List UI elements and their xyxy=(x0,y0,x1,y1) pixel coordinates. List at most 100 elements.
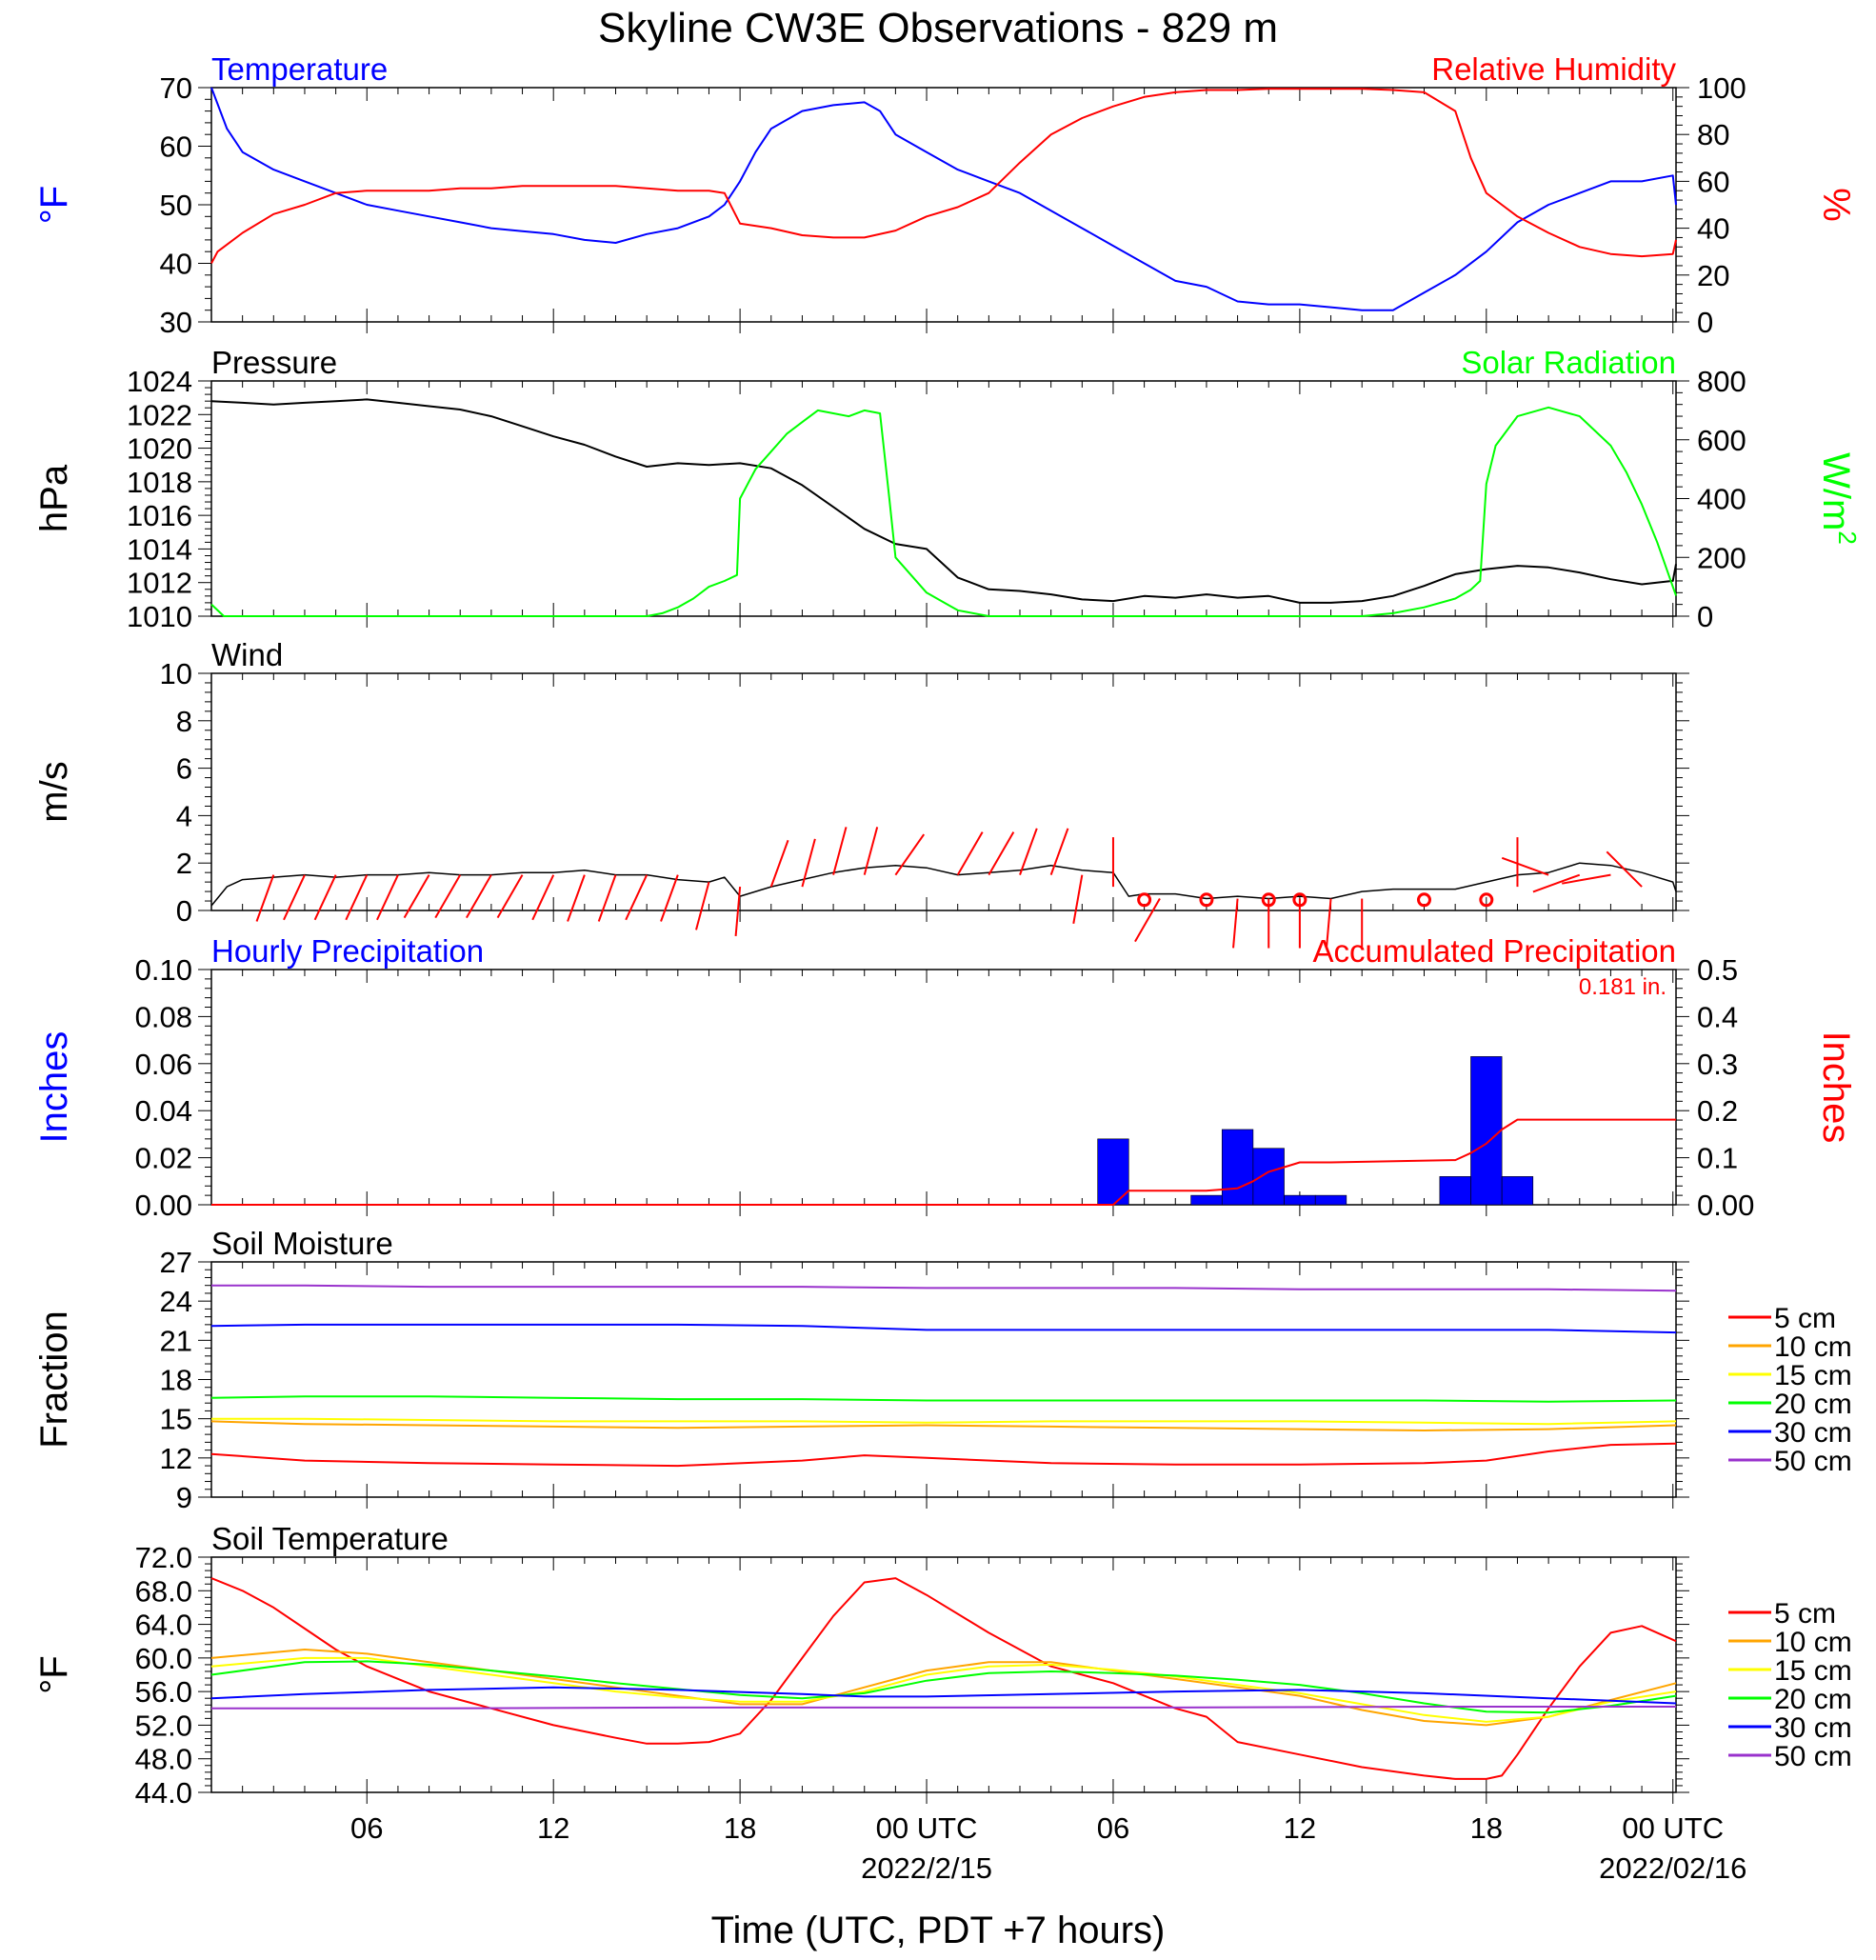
wind-barb xyxy=(1049,828,1069,875)
panel-frame xyxy=(210,672,1677,911)
y-tick-label-left: 1024 xyxy=(127,365,192,398)
y-tick-label-left: 15 xyxy=(160,1403,192,1436)
wind-barb xyxy=(255,874,275,922)
y-tick-label-left: 1016 xyxy=(127,499,192,532)
figure-title: Skyline CW3E Observations - 829 m xyxy=(598,5,1278,51)
y-tick-label-left: 12 xyxy=(160,1442,192,1475)
calm-wind-marker xyxy=(1261,892,1276,908)
wind-barb xyxy=(988,831,1015,876)
series-line-5-cm xyxy=(210,1577,1677,1780)
y-tick-label-right: 400 xyxy=(1697,483,1746,516)
calm-wind-marker xyxy=(1417,892,1432,908)
accumulated-total-label: 0.181 in. xyxy=(1579,974,1666,1000)
series-line-10-cm xyxy=(210,1420,1677,1431)
y-axis-label-left: Fraction xyxy=(33,1310,75,1449)
panel-title-left: Pressure xyxy=(211,345,337,380)
series-line-15-cm xyxy=(210,1656,1677,1723)
wind-barb xyxy=(434,874,462,919)
legend-label: 10 cm xyxy=(1774,1331,1852,1363)
panel-title-left: Wind xyxy=(211,637,283,672)
y-axis-label-left: °F xyxy=(33,1655,75,1693)
wind-barb xyxy=(1019,828,1038,875)
wind-barb xyxy=(1232,898,1239,949)
y-tick-label-left: 18 xyxy=(160,1364,192,1397)
y-axis-label-left: hPa xyxy=(33,464,75,532)
calm-wind-marker xyxy=(1137,892,1152,908)
panel-1: 30 40 50 60 70 0 20 40 60 80 100 Temperature Relativ… xyxy=(33,51,1857,339)
y-tick-label-left: 9 xyxy=(176,1481,192,1514)
y-tick-label-left: 44.0 xyxy=(135,1776,192,1810)
y-tick-label-left: 70 xyxy=(160,71,192,105)
y-tick-label-left: 10 xyxy=(160,657,192,690)
wind-barb xyxy=(832,827,848,875)
wind-barb xyxy=(1134,898,1161,943)
series-line-50-cm xyxy=(211,1284,1677,1292)
y-tick-label-right: 0.3 xyxy=(1697,1048,1738,1081)
wind-barb xyxy=(531,874,555,921)
y-axis-label-left: Inches xyxy=(33,1031,75,1144)
y-tick-label-left: 40 xyxy=(160,248,192,281)
legend-label: 5 cm xyxy=(1774,1598,1836,1630)
y-tick-label-right: 0 xyxy=(1697,600,1713,633)
precip-bar xyxy=(1252,1148,1285,1206)
y-tick-label-right: 200 xyxy=(1697,541,1746,574)
y-tick-label-right: 60 xyxy=(1697,165,1729,198)
x-tick-label: 00 UTC xyxy=(1622,1811,1724,1845)
legend-label: 15 cm xyxy=(1774,1655,1852,1687)
precip-bar xyxy=(1221,1129,1254,1206)
legend-label: 20 cm xyxy=(1774,1389,1852,1420)
precip-bar xyxy=(1439,1176,1471,1206)
wind-barb xyxy=(1326,898,1332,949)
wind-barb xyxy=(1532,873,1581,893)
y-tick-label-left: 0.10 xyxy=(135,953,192,987)
wind-barb xyxy=(956,831,984,876)
y-tick-label-left: 52.0 xyxy=(135,1709,192,1742)
wind-barb xyxy=(496,874,524,919)
panel-4: 0.00 0.02 0.04 0.06 0.08 0.10 0.00 0.1 0.2 0.3 0.4… xyxy=(33,933,1857,1222)
wind-barb xyxy=(894,833,926,876)
wind-barb xyxy=(1562,873,1611,885)
wind-barb xyxy=(625,874,649,921)
x-tick-date-label: 2022/02/16 xyxy=(1599,1851,1746,1885)
y-tick-label-left: 50 xyxy=(160,189,192,222)
panel-title-left: Soil Moisture xyxy=(211,1226,393,1261)
y-tick-label-left: 1020 xyxy=(127,432,192,466)
y-tick-label-right: 20 xyxy=(1697,259,1729,292)
x-tick-label: 18 xyxy=(1470,1811,1503,1845)
wind-barb xyxy=(403,874,430,919)
panel-3: 0 2 4 6 8 10 Wind m/s xyxy=(33,637,1689,949)
y-tick-label-left: 8 xyxy=(176,705,192,738)
y-tick-label-right: 40 xyxy=(1697,212,1729,246)
wind-barb xyxy=(283,874,306,921)
wind-barb xyxy=(695,881,710,930)
y-tick-label-left: 1018 xyxy=(127,466,192,499)
y-tick-label-right: 800 xyxy=(1697,365,1746,398)
y-axis-label-right: % xyxy=(1815,188,1857,222)
x-tick-label: 12 xyxy=(537,1811,569,1845)
wind-barb xyxy=(466,874,492,919)
series-line-pressure xyxy=(210,398,1677,604)
y-tick-label-right: 80 xyxy=(1697,118,1729,151)
y-tick-label-left: 48.0 xyxy=(135,1743,192,1776)
precip-bar xyxy=(1470,1056,1503,1206)
wind-barb xyxy=(313,874,337,921)
panel-title-left: Hourly Precipitation xyxy=(211,933,484,969)
calm-wind-marker xyxy=(1292,892,1307,908)
panel-title-right: Solar Radiation xyxy=(1461,345,1676,380)
calm-wind-marker xyxy=(1479,892,1494,908)
calm-wind-marker xyxy=(1199,892,1214,908)
y-tick-label-left: 1014 xyxy=(127,532,192,566)
y-tick-label-left: 0.02 xyxy=(135,1142,192,1175)
x-tick-label: 12 xyxy=(1284,1811,1316,1845)
y-tick-label-right: 100 xyxy=(1697,71,1746,105)
legend-label: 30 cm xyxy=(1774,1417,1852,1449)
panel-5: 9 12 15 18 21 24 27 Soil Moisture Fraction 5 cm10… xyxy=(33,1226,1852,1514)
legend-label: 15 cm xyxy=(1774,1360,1852,1391)
series-line-50-cm xyxy=(211,1706,1676,1710)
series-line-15-cm xyxy=(211,1417,1677,1426)
wind-barb xyxy=(863,827,879,875)
x-axis-label: Time (UTC, PDT +7 hours) xyxy=(711,1910,1166,1951)
